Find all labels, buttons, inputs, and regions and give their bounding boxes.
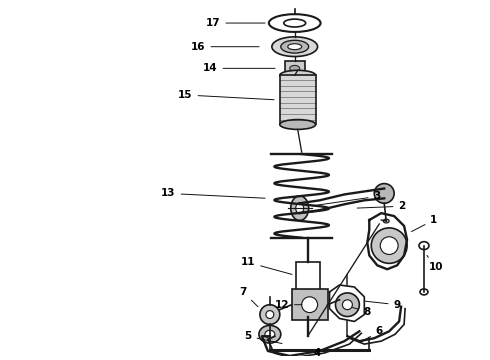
Bar — [295, 262, 319, 316]
Bar — [285, 62, 305, 75]
Bar — [292, 289, 327, 320]
Circle shape — [343, 300, 352, 310]
Circle shape — [302, 297, 318, 312]
Text: 11: 11 — [241, 257, 292, 274]
Text: 12: 12 — [274, 300, 302, 310]
Text: 3: 3 — [313, 192, 381, 206]
Ellipse shape — [280, 70, 316, 80]
Text: 17: 17 — [206, 18, 265, 28]
Circle shape — [374, 184, 394, 203]
Ellipse shape — [291, 196, 309, 221]
Ellipse shape — [281, 40, 309, 53]
Text: 6: 6 — [360, 326, 383, 343]
Text: 7: 7 — [239, 287, 258, 307]
Ellipse shape — [288, 44, 302, 50]
Text: 5: 5 — [245, 331, 282, 343]
Ellipse shape — [272, 37, 318, 57]
Text: 9: 9 — [364, 300, 401, 310]
Ellipse shape — [266, 311, 274, 319]
Text: 1: 1 — [412, 215, 438, 231]
Ellipse shape — [290, 66, 300, 71]
Circle shape — [336, 293, 359, 316]
Text: 14: 14 — [203, 63, 275, 73]
Text: 4: 4 — [314, 348, 321, 358]
Text: 13: 13 — [161, 188, 265, 198]
Ellipse shape — [265, 330, 275, 338]
Ellipse shape — [383, 219, 389, 223]
Ellipse shape — [295, 203, 304, 213]
Ellipse shape — [280, 120, 316, 129]
Circle shape — [380, 237, 398, 255]
Ellipse shape — [260, 305, 280, 324]
Text: 10: 10 — [427, 256, 443, 272]
Text: 2: 2 — [357, 201, 406, 211]
Text: 15: 15 — [178, 90, 274, 100]
Text: 8: 8 — [352, 307, 371, 316]
Circle shape — [371, 228, 407, 264]
Bar — [280, 75, 316, 125]
Text: 16: 16 — [191, 42, 259, 52]
Ellipse shape — [259, 325, 281, 343]
